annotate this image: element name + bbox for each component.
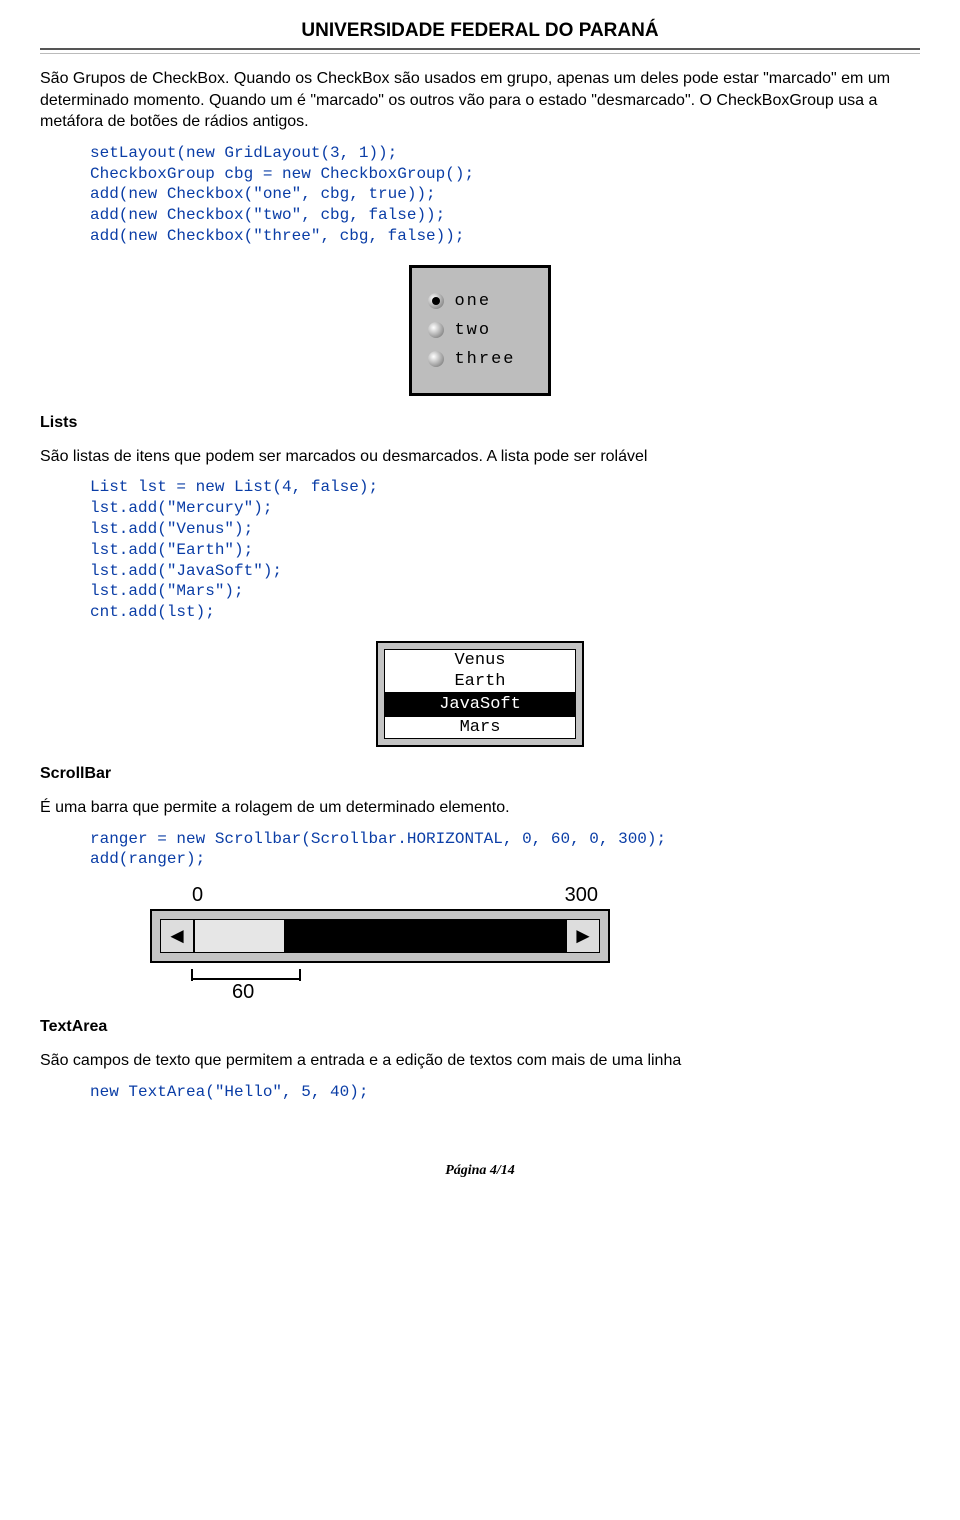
radio-one[interactable]: one xyxy=(428,292,515,311)
lists-paragraph: São listas de itens que podem ser marcad… xyxy=(40,446,920,468)
arrow-right-icon[interactable]: ► xyxy=(566,919,600,953)
radio-label: three xyxy=(454,350,515,369)
scrollbar-max-label: 300 xyxy=(565,884,598,907)
scrollbar-bar[interactable]: ◄ ► xyxy=(160,919,600,953)
radio-dot-icon xyxy=(428,351,444,367)
arrow-left-icon[interactable]: ◄ xyxy=(160,919,194,953)
scrollbar-thumb[interactable] xyxy=(195,920,285,952)
radio-box: one two three xyxy=(409,265,550,396)
heading-textarea: TextArea xyxy=(40,1018,920,1036)
list-box: Venus Earth JavaSoft Mars xyxy=(376,641,584,747)
heading-scrollbar: ScrollBar xyxy=(40,765,920,783)
heading-lists: Lists xyxy=(40,414,920,432)
textarea-paragraph: São campos de texto que permitem a entra… xyxy=(40,1050,920,1072)
code-checkboxgroup: setLayout(new GridLayout(3, 1)); Checkbo… xyxy=(90,143,920,247)
radio-label: two xyxy=(454,321,491,340)
radio-dot-icon xyxy=(428,293,444,309)
scrollbar-paragraph: É uma barra que permite a rolagem de um … xyxy=(40,797,920,819)
radio-three[interactable]: three xyxy=(428,350,515,369)
scrollbar-track[interactable] xyxy=(194,919,566,953)
list-item[interactable]: Venus xyxy=(385,650,575,671)
radio-two[interactable]: two xyxy=(428,321,515,340)
code-scrollbar: ranger = new Scrollbar(Scrollbar.HORIZON… xyxy=(90,829,920,871)
page-title: UNIVERSIDADE FEDERAL DO PARANÁ xyxy=(40,20,920,42)
code-textarea: new TextArea("Hello", 5, 40); xyxy=(90,1082,920,1103)
radio-dot-icon xyxy=(428,322,444,338)
scrollbar-labels: 0 300 xyxy=(150,884,610,907)
scrollbar-figure: 0 300 ◄ ► 60 xyxy=(150,884,920,1004)
list-item-selected[interactable]: JavaSoft xyxy=(385,692,575,717)
radio-figure: one two three xyxy=(40,265,920,396)
page-footer: Página 4/14 xyxy=(40,1163,920,1179)
scrollbar-min-label: 0 xyxy=(192,884,203,907)
list-item[interactable]: Earth xyxy=(385,671,575,692)
scrollbar-thumb-label: 60 xyxy=(232,981,610,1004)
code-list: List lst = new List(4, false); lst.add("… xyxy=(90,477,920,623)
list-inner: Venus Earth JavaSoft Mars xyxy=(384,649,576,739)
page-root: UNIVERSIDADE FEDERAL DO PARANÁ São Grupo… xyxy=(0,0,960,1209)
list-item[interactable]: Mars xyxy=(385,717,575,738)
header-divider xyxy=(40,48,920,54)
intro-paragraph: São Grupos de CheckBox. Quando os CheckB… xyxy=(40,68,920,133)
list-figure: Venus Earth JavaSoft Mars xyxy=(40,641,920,747)
radio-label: one xyxy=(454,292,491,311)
